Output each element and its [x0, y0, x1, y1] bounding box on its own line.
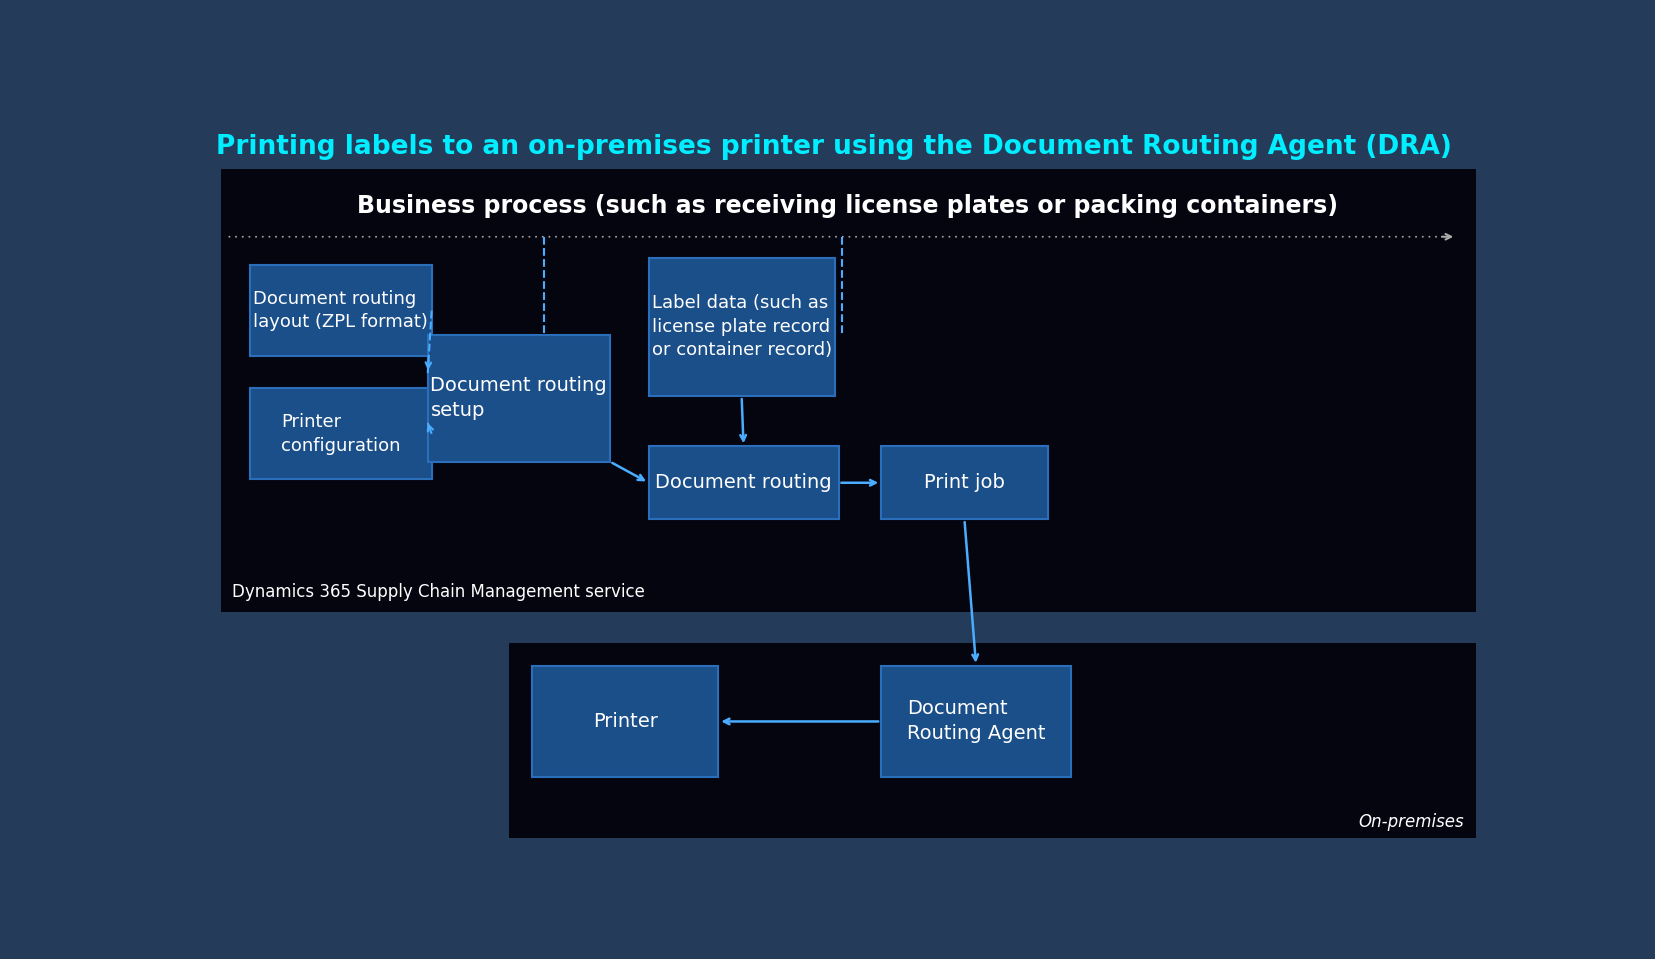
Text: Document routing: Document routing	[655, 473, 832, 492]
Text: Print job: Print job	[923, 473, 1005, 492]
Bar	[880, 446, 1048, 520]
Bar	[533, 666, 718, 778]
Bar	[220, 169, 1476, 612]
Text: Document routing
setup: Document routing setup	[430, 376, 607, 420]
Text: Dynamics 365 Supply Chain Management service: Dynamics 365 Supply Chain Management ser…	[232, 583, 644, 601]
Text: Business process (such as receiving license plates or packing containers): Business process (such as receiving lice…	[357, 194, 1339, 218]
Text: Printer: Printer	[592, 712, 657, 731]
Text: Printing labels to an on-premises printer using the Document Routing Agent (DRA): Printing labels to an on-premises printe…	[217, 134, 1451, 160]
Bar	[649, 258, 834, 396]
Bar	[880, 666, 1071, 778]
Text: Document routing
layout (ZPL format): Document routing layout (ZPL format)	[253, 290, 429, 332]
Bar	[250, 388, 432, 480]
Text: On-premises: On-premises	[1359, 813, 1465, 830]
Text: Document
Routing Agent: Document Routing Agent	[907, 699, 1046, 743]
Bar	[649, 446, 839, 520]
Text: Printer
configuration: Printer configuration	[281, 413, 401, 455]
Bar	[427, 335, 611, 461]
Bar	[510, 643, 1476, 838]
Text: Label data (such as
license plate record
or container record): Label data (such as license plate record…	[652, 294, 832, 360]
Bar	[250, 266, 432, 356]
